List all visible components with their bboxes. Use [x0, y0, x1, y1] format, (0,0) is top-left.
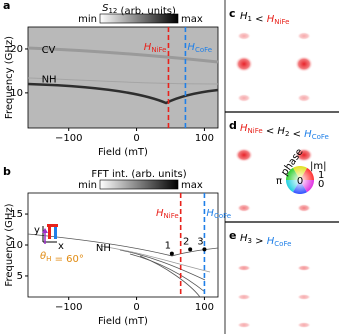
- wheel-pi: π: [276, 176, 282, 187]
- cv-band: [27, 46, 219, 64]
- annotation: NH: [42, 75, 57, 86]
- subscript: CoFe: [214, 212, 231, 220]
- panel-label: a: [3, 0, 10, 12]
- text-part: H: [240, 123, 248, 134]
- colorbar-title: S12 (arb. units): [102, 3, 176, 17]
- x-tick-label: 100: [195, 302, 214, 313]
- marker-label: HCoFe: [187, 42, 212, 54]
- text-part: H: [187, 42, 195, 53]
- subscript: CoFe: [312, 133, 329, 141]
- text-part: H: [267, 14, 275, 25]
- marker-label: HNiFe: [144, 42, 167, 54]
- y-axis-label: Frequency (GHz): [4, 36, 15, 119]
- point-label: 1: [165, 241, 171, 252]
- panel-title: HNiFe < H2 < HCoFe: [240, 123, 329, 141]
- x-tick-label: −100: [55, 133, 82, 144]
- text-part: (arb. units): [117, 6, 176, 17]
- panel-title: H1 < HNiFe: [240, 11, 289, 26]
- wheel-amp-min: 0: [318, 179, 324, 190]
- subscript: H: [46, 255, 51, 263]
- y-tick-label: 15: [10, 209, 23, 220]
- x-axis-label: Field (mT): [98, 147, 148, 158]
- x-tick-label: −100: [55, 302, 82, 313]
- text-part: H: [277, 126, 285, 137]
- inset-y: y: [34, 225, 40, 236]
- subscript: 12: [108, 7, 117, 15]
- mode-maps: [235, 32, 313, 328]
- y-tick-label: 10: [10, 240, 23, 251]
- text-part: H: [304, 129, 312, 140]
- x-tick-label: 0: [133, 302, 139, 313]
- panel-label: c: [229, 7, 236, 20]
- text-part: θ: [40, 251, 46, 262]
- panel-label: e: [229, 229, 236, 242]
- text-part: S: [102, 3, 109, 14]
- inset-icon: [42, 224, 58, 244]
- y-tick-label: 10: [10, 88, 23, 99]
- subscript: NiFe: [164, 212, 179, 220]
- y-axis-label: Frequency (GHz): [4, 203, 15, 286]
- annotation: NH: [96, 243, 111, 254]
- text-part: H: [267, 236, 275, 247]
- marker-label: HNiFe: [156, 208, 179, 220]
- subscript: NiFe: [151, 46, 166, 54]
- x-tick-label: 100: [195, 133, 214, 144]
- heatmap-a: [27, 26, 219, 129]
- subscript: CoFe: [274, 240, 291, 248]
- colorbar-title: FFT int. (arb. units): [91, 169, 186, 180]
- colorbar-b: [99, 179, 179, 190]
- point: [169, 251, 174, 256]
- wheel-amp-max: 1: [318, 170, 324, 181]
- marker-label: HCoFe: [206, 208, 231, 220]
- subscript: NiFe: [274, 18, 289, 26]
- colorbar-max: max: [181, 180, 203, 191]
- subscript: 1: [248, 15, 252, 23]
- x-tick-label: 0: [133, 133, 139, 144]
- text-part: H: [206, 208, 214, 219]
- subscript: CoFe: [195, 46, 212, 54]
- subscript: 2: [285, 130, 289, 138]
- y-tick-label: 5: [17, 271, 23, 282]
- text-part: >: [252, 236, 267, 247]
- panel-label: b: [3, 165, 11, 178]
- plot-b: [27, 192, 219, 298]
- text-part: = 60°: [51, 254, 83, 265]
- text-part: H: [240, 11, 248, 22]
- text-part: <: [252, 14, 267, 25]
- text-part: FFT int. (arb. units): [91, 169, 186, 180]
- text-part: <: [289, 129, 304, 140]
- point-label: 3: [197, 236, 203, 247]
- subscript: NiFe: [248, 127, 263, 135]
- colorbar-min: min: [78, 180, 97, 191]
- faint-curve: [27, 77, 219, 85]
- point-label: 2: [183, 236, 189, 247]
- text-part: H: [144, 42, 152, 53]
- subscript: 3: [248, 237, 252, 245]
- annotation: CV: [42, 45, 56, 56]
- nh-curve: [27, 82, 219, 105]
- colorbar-min: min: [78, 14, 97, 25]
- wheel-zero: 0: [297, 176, 303, 187]
- point: [202, 247, 207, 252]
- panel-title: H3 > HCoFe: [240, 233, 291, 248]
- point: [188, 247, 193, 252]
- colorbar-a: [99, 13, 179, 24]
- panel-label: d: [229, 119, 237, 132]
- text-part: H: [156, 208, 164, 219]
- colorbar-max: max: [181, 14, 203, 25]
- text-part: <: [263, 126, 278, 137]
- y-tick-label: 20: [10, 44, 23, 55]
- inset-angle: θH = 60°: [40, 251, 84, 265]
- x-axis-label: Field (mT): [98, 316, 148, 327]
- inset-x: x: [58, 241, 64, 252]
- wheel-amp: |m|: [310, 161, 326, 172]
- text-part: H: [240, 233, 248, 244]
- spectra-curves: [27, 233, 219, 298]
- phase-wheel: [286, 166, 314, 194]
